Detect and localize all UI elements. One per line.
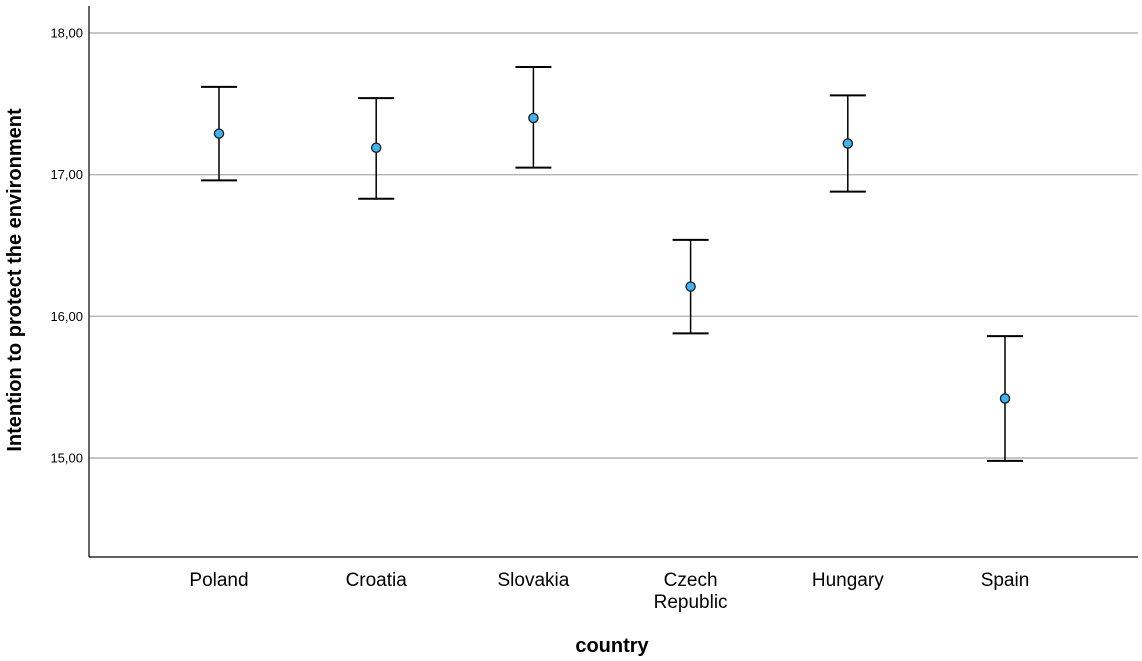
x-category-label-line: Slovakia	[497, 570, 569, 591]
mean-marker	[999, 393, 1011, 404]
x-category-label: Spain	[981, 570, 1030, 591]
x-category-label: Czech Republic	[654, 570, 728, 613]
axes	[88, 6, 1138, 558]
gridlines	[89, 32, 1138, 459]
error-bar-spain	[987, 335, 1023, 462]
y-axis-title: Intention to protect the environment	[4, 108, 26, 452]
error-bar-croatia	[358, 97, 395, 200]
x-category-label-line: Republic	[654, 592, 728, 613]
x-category-label-line: Hungary	[812, 570, 884, 591]
mean-marker	[842, 138, 854, 149]
y-tick-labels: 15,00 16,00 17,00 18,00	[50, 26, 83, 466]
x-axis-title: country	[575, 635, 649, 657]
error-bar-slovakia	[515, 66, 552, 169]
error-bar-poland	[201, 85, 237, 182]
mean-marker	[528, 112, 539, 124]
y-tick-label: 18,00	[50, 26, 83, 41]
x-category-label: Poland	[189, 570, 248, 591]
y-tick-label: 16,00	[50, 309, 83, 324]
mean-marker	[370, 142, 382, 153]
x-category-label-line: Croatia	[346, 570, 408, 591]
error-bar-hungary	[829, 94, 866, 193]
x-category-label: Croatia	[346, 570, 408, 591]
x-category-label: Slovakia	[497, 570, 569, 591]
x-category-label: Hungary	[812, 570, 884, 591]
y-tick-label: 15,00	[50, 451, 83, 466]
y-tick-label: 17,00	[50, 167, 83, 182]
mean-marker	[213, 128, 225, 139]
x-category-label-line: Poland	[189, 570, 248, 591]
error-bar-czech-republic	[672, 238, 709, 335]
x-category-label-line: Spain	[981, 570, 1030, 591]
x-category-labels: Poland Croatia Slovakia Czech Republic Hungar…	[189, 570, 1029, 613]
mean-marker	[685, 281, 696, 292]
error-bars	[201, 66, 1023, 462]
x-category-label-line: Czech	[664, 570, 718, 591]
